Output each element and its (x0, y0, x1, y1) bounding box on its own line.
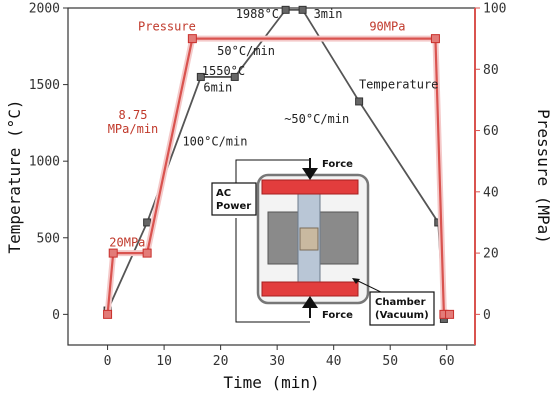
y-right-axis-title: Pressure (MPa) (534, 109, 550, 244)
chamber-pointer-head (352, 278, 360, 284)
x-tick-label: 10 (156, 354, 172, 369)
y-right-tick-label: 40 (483, 185, 499, 200)
powder-sample (299, 227, 319, 251)
chamber-label: Chamber (375, 297, 426, 308)
y-left-tick-label: 1500 (29, 78, 60, 93)
x-tick-label: 50 (382, 354, 398, 369)
x-tick-label: 40 (326, 354, 342, 369)
annotation-label: 50°C/min (217, 44, 275, 58)
temperature-point (281, 5, 290, 14)
series-layer (103, 5, 455, 323)
annotation-label: 1550°C (202, 64, 245, 78)
apparatus-inset: Force Force AC Power Chamber (Vacuum) (211, 158, 435, 326)
annotation-label: Temperature (359, 78, 438, 92)
y-right-tick-label: 60 (483, 124, 499, 139)
x-axis-title: Time (min) (223, 373, 319, 392)
chamber-label-box (369, 291, 435, 326)
temperature-point (143, 218, 152, 227)
annotation-label: 6min (203, 81, 232, 95)
axes: 0 10 20 30 40 50 60 0 500 1000 1500 2000 0 20 40 60 80 10… (5, 2, 550, 393)
temperature-point (196, 72, 205, 81)
force-bottom-label: Force (322, 310, 353, 321)
pressure-point (187, 34, 197, 44)
annotation-label: 1988°C (236, 7, 279, 21)
top-force-arrow-head (302, 168, 318, 180)
y-left-tick-label: 2000 (29, 2, 60, 17)
bottom-electrode (261, 281, 359, 297)
annotation-label: 90MPa (369, 19, 405, 33)
x-tick-label: 30 (269, 354, 285, 369)
x-tick-label: 20 (213, 354, 229, 369)
circuit-wire-bottom (235, 218, 310, 323)
pressure-point (142, 248, 152, 258)
pressure-point (103, 309, 113, 319)
ac-power-box (211, 182, 257, 216)
x-tick-label: 0 (104, 354, 112, 369)
y-left-tick-label: 0 (52, 308, 60, 323)
y-right-tick-label: 0 (483, 308, 491, 323)
annotation-label: ~50°C/min (284, 112, 349, 126)
bottom-force-arrow-head (302, 296, 318, 308)
y-right-tick-label: 80 (483, 63, 499, 78)
ac-power-label: AC (216, 188, 231, 199)
y-right-tick-label: 20 (483, 247, 499, 262)
y-right-tick-label: 100 (483, 2, 506, 17)
temperature-point (298, 5, 307, 14)
chamber-label: (Vacuum) (375, 310, 429, 321)
annotation-label: 20MPa (109, 235, 145, 249)
temperature-point (230, 72, 239, 81)
ac-power-label: Power (216, 201, 251, 212)
pressure-point (430, 34, 440, 44)
annotation-label: Pressure (138, 19, 196, 33)
pressure-point (108, 248, 118, 258)
annotation-label: 100°C/min (182, 134, 247, 148)
top-electrode (261, 179, 359, 195)
force-top-label: Force (322, 159, 353, 170)
y-left-axis-title: Temperature (°C) (5, 99, 24, 253)
temperature-point (355, 97, 364, 106)
annotation-label: 8.75 (119, 108, 148, 122)
y-left-tick-label: 500 (37, 231, 60, 246)
annotation-label: MPa/min (108, 122, 159, 136)
x-tick-label: 60 (439, 354, 455, 369)
y-left-tick-label: 1000 (29, 155, 60, 170)
annotation-label: 3min (314, 7, 343, 21)
pressure-point (445, 309, 455, 319)
